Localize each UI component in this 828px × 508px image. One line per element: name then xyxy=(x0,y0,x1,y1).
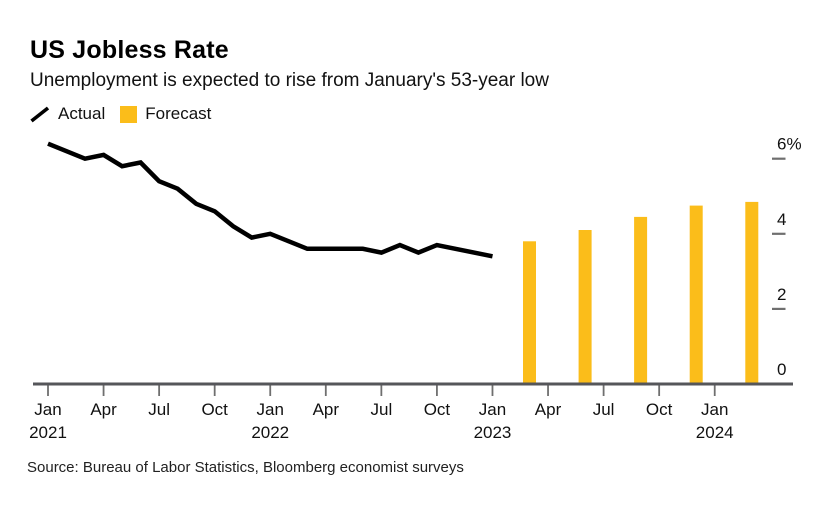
legend-item-actual: Actual xyxy=(30,104,105,124)
x-axis-label: Apr xyxy=(90,400,117,419)
legend-item-forecast: Forecast xyxy=(120,104,211,124)
actual-line xyxy=(47,141,493,259)
forecast-bar xyxy=(634,216,648,384)
forecast-bar xyxy=(578,230,592,384)
y-axis-label: 0 xyxy=(777,360,786,379)
x-axis-year-label: 2021 xyxy=(29,423,67,442)
x-axis-year-label: 2024 xyxy=(696,423,734,442)
y-axis-label: 4 xyxy=(777,210,786,229)
x-axis-label: Oct xyxy=(646,400,673,419)
bar-series-swatch-icon xyxy=(120,105,138,123)
x-axis-label: Oct xyxy=(201,400,228,419)
forecast-bar xyxy=(689,205,703,384)
x-axis-label: Oct xyxy=(424,400,451,419)
y-axis-label: 2 xyxy=(777,285,786,304)
forecast-bar xyxy=(745,201,759,384)
forecast-bar xyxy=(523,241,536,384)
x-axis-label: Jul xyxy=(593,400,615,419)
y-axis-label: 6% xyxy=(777,135,802,154)
x-axis-label: Jul xyxy=(370,400,392,419)
chart-title: US Jobless Rate xyxy=(30,36,229,64)
legend-label-forecast: Forecast xyxy=(145,104,212,123)
x-axis-year-label: 2022 xyxy=(251,423,289,442)
source-note: Source: Bureau of Labor Statistics, Bloo… xyxy=(27,459,464,476)
x-axis-year-label: 2023 xyxy=(474,423,512,442)
chart-legend: Actual Forecast xyxy=(30,104,211,124)
x-axis-label: Jan xyxy=(701,400,728,419)
x-axis-label: Jul xyxy=(148,400,170,419)
x-axis-label: Jan xyxy=(34,400,61,419)
x-axis-label: Apr xyxy=(313,400,340,419)
chart-subtitle: Unemployment is expected to rise from Ja… xyxy=(30,70,549,91)
x-axis-label: Jan xyxy=(257,400,284,419)
x-axis-label: Apr xyxy=(535,400,562,419)
line-series-icon xyxy=(30,106,50,122)
legend-label-actual: Actual xyxy=(58,104,106,123)
x-axis-label: Jan xyxy=(479,400,506,419)
